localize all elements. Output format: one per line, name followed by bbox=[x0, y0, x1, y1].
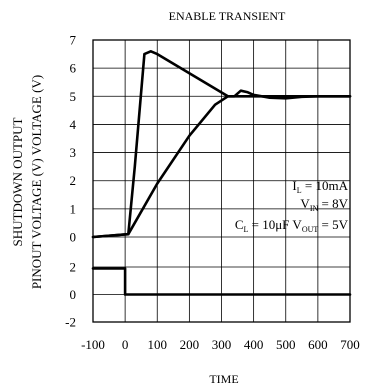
x-tick-label: 300 bbox=[212, 337, 232, 352]
x-tick-label: 600 bbox=[308, 337, 328, 352]
x-tick-label: -100 bbox=[81, 337, 105, 352]
series-line-shutdown-1 bbox=[91, 267, 352, 296]
y-tick-label: 2 bbox=[70, 260, 77, 275]
y-tick-label: 4 bbox=[70, 117, 77, 132]
y-tick-label: 0 bbox=[70, 230, 77, 245]
annotation-line: IL = 10mA bbox=[292, 178, 348, 195]
series-group bbox=[91, 49, 352, 296]
x-tick-label: 200 bbox=[180, 337, 200, 352]
y-tick-label: 2 bbox=[70, 173, 77, 188]
plot-frame bbox=[92, 39, 351, 323]
x-tick-label: 500 bbox=[276, 337, 296, 352]
x-axis-label: TIME bbox=[209, 372, 238, 386]
x-tick-labels: -100 0 100 200 300 400 500 600 700 bbox=[81, 337, 360, 352]
x-tick-label: 700 bbox=[340, 337, 360, 352]
y-tick-label: 1 bbox=[70, 201, 77, 216]
x-tick-label: 0 bbox=[122, 337, 129, 352]
annotation-line: VIN = 8V bbox=[300, 196, 348, 213]
series-line-output-1 bbox=[91, 49, 352, 239]
y-axis-label-1: SHUTDOWN OUTPUT bbox=[10, 117, 25, 246]
y-tick-labels: 0 1 2 3 4 5 6 7 -2 0 2 bbox=[65, 33, 76, 330]
annotation-line: CL = 10μF VOUT = 5V bbox=[235, 217, 349, 234]
y-tick-label: 6 bbox=[70, 61, 77, 76]
x-tick-label: 100 bbox=[148, 337, 168, 352]
y-axis-label-2: PINOUT VOLTAGE (V) VOLTAGE (V) bbox=[29, 75, 44, 289]
series-line-output-2 bbox=[91, 89, 352, 239]
y-tick-label: -2 bbox=[65, 315, 76, 330]
y-tick-label: 0 bbox=[70, 287, 77, 302]
y-tick-label: 7 bbox=[70, 33, 77, 48]
y-tick-label: 5 bbox=[70, 89, 77, 104]
x-tick-label: 400 bbox=[244, 337, 264, 352]
y-tick-label: 3 bbox=[70, 145, 77, 160]
chart-title: ENABLE TRANSIENT bbox=[169, 9, 286, 23]
